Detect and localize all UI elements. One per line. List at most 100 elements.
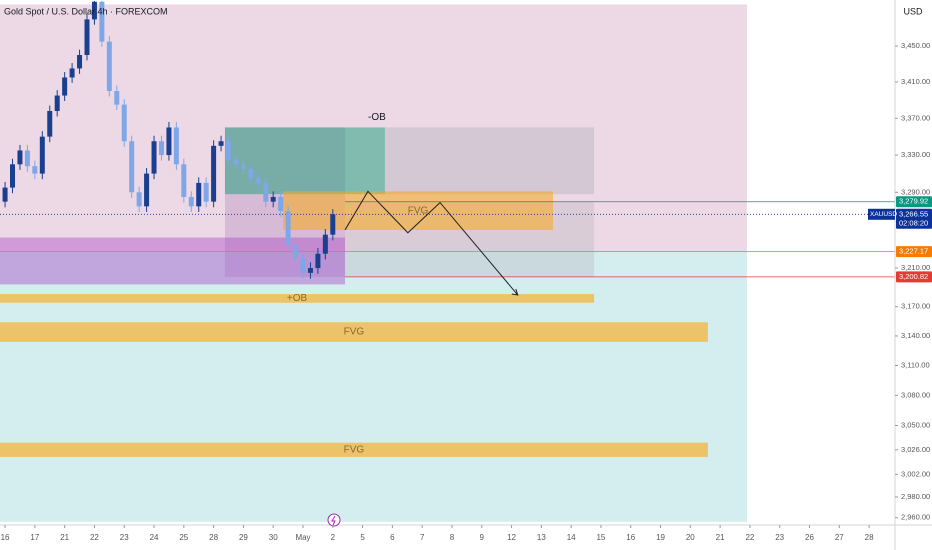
event-icon[interactable]	[327, 513, 341, 527]
x-tick-label: 13	[537, 533, 546, 542]
zone-label: FVG	[344, 444, 365, 455]
x-tick-label: 24	[150, 533, 159, 542]
zone	[0, 322, 708, 342]
y-tick-label: 2,980.00	[901, 492, 930, 501]
candle-body	[114, 91, 120, 105]
candle-body	[226, 141, 232, 160]
candle-body	[233, 159, 239, 165]
candle-body	[24, 150, 30, 167]
candle-body	[166, 127, 172, 156]
candle-body	[121, 104, 127, 142]
y-tick-label: 3,002.00	[901, 469, 930, 478]
event-icon-glyph	[331, 515, 336, 526]
price-tag-label: 3,200.82	[899, 272, 928, 281]
symbol-tag	[868, 208, 895, 220]
candle-body	[62, 77, 68, 96]
candle-body	[136, 192, 142, 207]
y-tick-label: 3,330.00	[901, 150, 930, 159]
candle-body	[278, 196, 284, 212]
candle-body	[17, 150, 23, 165]
x-tick-label: 6	[390, 533, 395, 542]
projection-arrow	[511, 288, 519, 296]
y-tick-label: 3,450.00	[901, 41, 930, 50]
candle-body	[300, 258, 306, 273]
x-tick-label: 17	[30, 533, 39, 542]
x-tick-label: 19	[656, 533, 665, 542]
zone-label: -OB	[368, 112, 386, 123]
y-tick-label: 3,140.00	[901, 331, 930, 340]
y-tick-label: 3,080.00	[901, 390, 930, 399]
y-tick-label: 3,410.00	[901, 77, 930, 86]
x-tick-label: 16	[1, 533, 10, 542]
zone-label: FVG	[408, 205, 429, 216]
candle-body	[84, 19, 90, 55]
candle-body	[99, 1, 105, 42]
candle-body	[106, 41, 112, 92]
price-tag	[896, 196, 932, 208]
x-tick-label: 7	[420, 533, 425, 542]
candle-body	[69, 68, 75, 78]
x-tick-label: 28	[209, 533, 218, 542]
x-tick-label: 16	[626, 533, 635, 542]
candle-body	[285, 211, 291, 245]
candle-body	[293, 244, 299, 259]
candle-body	[54, 95, 60, 111]
y-tick-label: 3,290.00	[901, 187, 930, 196]
zone	[0, 294, 595, 303]
x-tick-label: 22	[745, 533, 754, 542]
price-tag-label: 3,279.92	[899, 197, 928, 206]
price-tag	[896, 246, 932, 258]
zone	[0, 251, 747, 522]
candle-body	[315, 253, 321, 269]
candle-body	[203, 182, 209, 202]
symbol-label: XAUUSD	[870, 211, 897, 218]
zone-label: FVG	[344, 327, 365, 338]
candle-body	[32, 166, 38, 174]
x-tick-label: 14	[567, 533, 576, 542]
zone	[0, 237, 346, 285]
y-tick-label: 3,026.00	[901, 445, 930, 454]
candle-body	[77, 54, 83, 69]
candle-body	[307, 268, 313, 273]
candle-body	[181, 164, 187, 197]
zone	[224, 127, 385, 195]
x-tick-label: 2	[331, 533, 336, 542]
y-tick-label: 3,170.00	[901, 302, 930, 311]
zone-label: +OB	[287, 293, 308, 304]
candle-body	[10, 164, 16, 188]
x-tick-label: 8	[450, 533, 455, 542]
x-tick-label: 9	[480, 533, 485, 542]
candle-body	[218, 141, 224, 146]
currency: USD	[903, 6, 923, 16]
x-tick-label: 21	[60, 533, 69, 542]
candle-body	[330, 214, 336, 235]
x-tick-label: 23	[775, 533, 784, 542]
candle-body	[270, 196, 276, 202]
candle-body	[322, 234, 328, 254]
y-tick-label: 3,110.00	[901, 360, 930, 369]
candle-body	[47, 110, 53, 137]
x-tick-label: 15	[596, 533, 605, 542]
price-tag-label: 3,266.55	[899, 209, 928, 218]
y-tick-label: 3,370.00	[901, 113, 930, 122]
x-tick-label: 23	[120, 533, 129, 542]
x-tick-label: May	[295, 533, 310, 542]
price-tag	[896, 271, 932, 283]
x-tick-label: 27	[835, 533, 844, 542]
candle-body	[240, 164, 246, 169]
price-tag-label: 3,227.17	[899, 247, 928, 256]
candle-body	[91, 1, 97, 20]
candle-body	[263, 182, 269, 202]
candle-body	[144, 173, 150, 207]
y-tick-label: 2,960.00	[901, 513, 930, 522]
countdown: 02:08:20	[899, 218, 928, 227]
x-tick-label: 12	[507, 533, 516, 542]
candle-body	[196, 182, 202, 207]
x-tick-label: 20	[686, 533, 695, 542]
x-tick-label: 26	[805, 533, 814, 542]
price-tag	[896, 208, 932, 229]
candle-body	[151, 141, 157, 174]
candle-body	[211, 145, 217, 202]
